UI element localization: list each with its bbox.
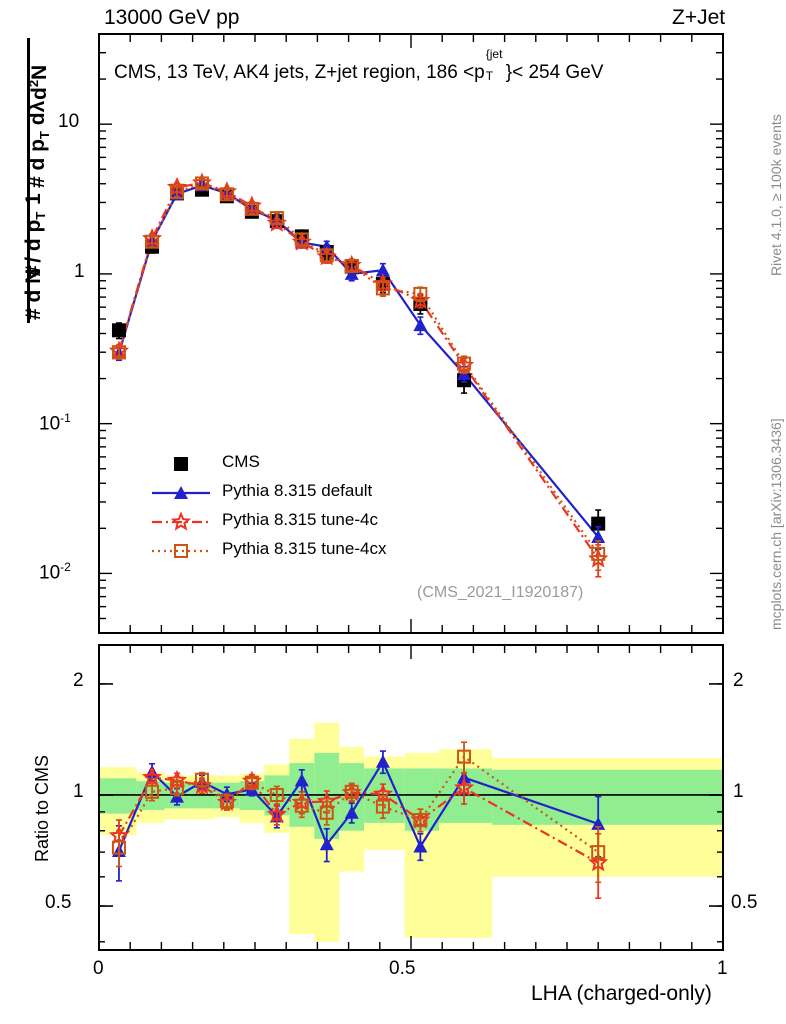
ratio-data-point <box>170 780 184 795</box>
ratio-data-point <box>591 816 606 830</box>
legend-label: Pythia 8.315 tune-4c <box>222 510 378 529</box>
data-point <box>344 258 359 273</box>
ratio-data-point <box>457 749 472 764</box>
data-point <box>591 530 606 544</box>
ratio-data-point <box>375 754 390 768</box>
legend-marker-square-filled <box>174 457 188 471</box>
annotation-superscript: {jet <box>485 47 503 61</box>
ratio-data-point <box>219 794 234 809</box>
data-point <box>170 185 184 200</box>
data-point <box>145 234 160 249</box>
ratio-data-point <box>111 840 126 855</box>
legend-marker-star <box>152 511 210 531</box>
data-point <box>294 232 309 247</box>
ratio-data-point <box>453 777 475 797</box>
x-tick-label: 1 <box>717 958 728 979</box>
ratio-data-point <box>194 772 209 787</box>
ratio-series-line <box>118 755 599 854</box>
legend-marker-square-open <box>152 544 210 558</box>
legend-marker <box>174 486 188 499</box>
data-point <box>375 281 390 296</box>
data-point <box>319 248 334 263</box>
legend-marker <box>174 457 188 471</box>
header-left-label: 13000 GeV pp <box>104 6 240 29</box>
data-point <box>413 286 428 301</box>
header-right-label: Z+Jet <box>672 6 726 29</box>
annotation-subscript: T <box>485 69 494 83</box>
ratio-band-inner <box>404 768 440 831</box>
ratio-data-point <box>294 798 309 813</box>
y-tick-label-10: 10 <box>58 111 80 133</box>
ratio-tick-label-right: 2 <box>733 669 744 691</box>
data-point <box>194 176 209 191</box>
data-point <box>375 263 390 277</box>
ratio-tick-label-left: 2 <box>73 669 84 691</box>
ratio-data-point <box>319 805 334 820</box>
data-point <box>591 516 606 531</box>
ratio-data-point <box>266 803 287 824</box>
y-tick-label-1e-2: 10-2 <box>39 560 71 584</box>
annotation-main: CMS, 13 TeV, AK4 jets, Z+jet region, 186… <box>114 62 485 83</box>
ratio-tick-label-left: 1 <box>73 780 84 802</box>
legend-marker <box>174 544 188 558</box>
x-axis-label: LHA (charged-only) <box>531 982 712 1005</box>
ratio-tick-label-left: 0.5 <box>45 892 72 914</box>
ratio-data-point <box>344 784 359 799</box>
data-point <box>457 356 472 371</box>
ratio-data-point <box>375 799 390 814</box>
data-point <box>344 266 359 280</box>
ratio-data-point <box>413 839 428 853</box>
legend-label: CMS <box>222 452 260 471</box>
data-point <box>219 187 234 202</box>
ratio-data-point <box>413 813 428 828</box>
data-point <box>269 211 284 226</box>
ratio-band-inner <box>99 778 137 814</box>
legend-marker <box>170 511 192 531</box>
y-tick-label-1: 1 <box>74 260 85 282</box>
legend-label: Pythia 8.315 tune-4cx <box>222 539 387 558</box>
ratio-data-point <box>244 775 259 790</box>
ratio-data-point <box>145 784 160 799</box>
ratio-data-point <box>141 766 163 787</box>
plot-annotation: CMS, 13 TeV, AK4 jets, Z+jet region, 186… <box>114 47 604 84</box>
x-tick-label: 0.5 <box>389 958 416 979</box>
ratio-data-point <box>294 773 309 787</box>
y-tick-label-1e-1: 10-1 <box>39 410 71 434</box>
ratio-data-point <box>269 787 284 802</box>
data-point <box>591 546 606 561</box>
ratio-tick-label-right: 1 <box>733 780 744 802</box>
ratio-tick-label-right: 0.5 <box>731 892 758 914</box>
data-point <box>111 345 126 360</box>
ratio-series-line <box>118 776 599 864</box>
y-axis-label-main: # d pT dλ d2N # d N / d pT 1 # d p # <box>0 30 52 330</box>
annotation-tail: }< 254 GeV <box>505 62 604 83</box>
ratio-band-inner <box>492 769 723 825</box>
watermark-label: (CMS_2021_I1920187) <box>417 584 584 601</box>
ratio-data-point <box>591 845 606 860</box>
data-point <box>111 323 126 338</box>
data-point <box>413 318 428 332</box>
data-point <box>244 201 259 216</box>
legend-marker-triangle <box>152 486 210 499</box>
ratio-data-point <box>344 805 359 819</box>
x-tick-label: 0 <box>93 958 104 979</box>
legend-label: Pythia 8.315 default <box>222 481 373 500</box>
ratio-data-point <box>319 837 334 851</box>
